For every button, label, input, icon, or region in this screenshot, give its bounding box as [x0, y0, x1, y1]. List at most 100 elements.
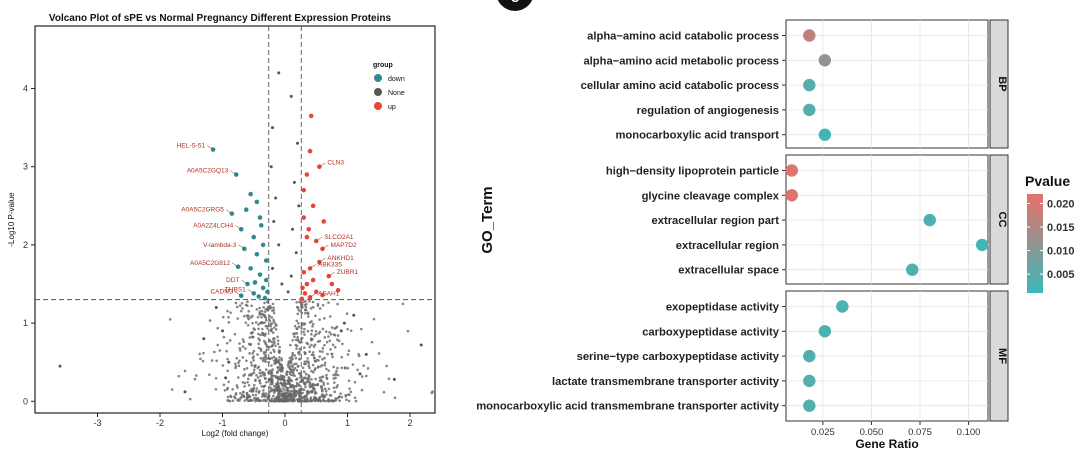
none-point [229, 311, 232, 314]
gene-label: A0A5C2GQ13 [187, 168, 229, 175]
none-point [258, 399, 261, 403]
none-point [235, 305, 239, 309]
none-point [336, 334, 340, 337]
none-point [283, 388, 286, 392]
none-point [264, 368, 268, 371]
none-point [261, 321, 265, 325]
none-point [242, 367, 246, 371]
none-point [307, 378, 311, 381]
none-point [325, 393, 328, 396]
none-point [246, 381, 249, 384]
none-point [253, 328, 256, 331]
none-point [296, 141, 299, 145]
none-point [372, 317, 376, 321]
none-point [237, 361, 240, 365]
none-point [272, 339, 276, 343]
none-point [226, 357, 229, 361]
none-point [207, 373, 211, 377]
none-point [258, 389, 261, 393]
up-point [301, 215, 307, 220]
none-point [308, 350, 312, 354]
none-point [318, 376, 322, 379]
none-point [293, 354, 297, 357]
none-point [266, 324, 269, 328]
none-point [310, 389, 314, 393]
none-point [227, 380, 230, 384]
none-point [323, 363, 327, 367]
none-point [253, 383, 256, 387]
none-point [365, 374, 368, 378]
go-term-label: alpha−amino acid catabolic process [587, 31, 779, 43]
none-point [295, 389, 298, 393]
none-point [269, 399, 273, 403]
none-point [328, 315, 332, 318]
none-point [267, 360, 271, 364]
none-point [347, 399, 351, 403]
none-point [302, 370, 306, 374]
none-point [263, 393, 266, 396]
none-point [289, 361, 292, 365]
down-point [248, 266, 253, 271]
none-point [280, 399, 284, 403]
none-point [257, 346, 261, 350]
none-point [245, 359, 248, 363]
none-point [303, 333, 306, 336]
none-point [294, 356, 298, 360]
none-point [295, 301, 298, 304]
none-point [221, 364, 225, 367]
none-point [322, 381, 325, 385]
none-point [287, 366, 291, 369]
none-point [183, 369, 187, 373]
none-point [262, 339, 266, 343]
none-point [336, 373, 340, 377]
none-point [286, 386, 290, 390]
down-point [258, 223, 264, 228]
none-point [286, 363, 290, 367]
none-point [295, 305, 299, 309]
go-term-dot [803, 399, 816, 412]
none-point [262, 389, 265, 392]
none-point [320, 389, 324, 393]
none-point [222, 335, 226, 339]
none-point [248, 352, 251, 355]
none-point [266, 305, 270, 309]
none-point [291, 365, 294, 369]
none-point [289, 389, 293, 393]
none-point [321, 303, 325, 307]
up-point [301, 187, 307, 193]
down-point [265, 289, 270, 295]
none-point [268, 371, 272, 375]
none-point [325, 340, 329, 344]
go-x-tick-label: 0.075 [908, 427, 932, 438]
none-point [249, 361, 253, 364]
none-point [303, 350, 306, 354]
legend-label-none: None [388, 90, 405, 97]
none-point [202, 351, 205, 355]
none-point [349, 390, 353, 394]
none-point [301, 306, 304, 309]
none-point [273, 384, 276, 388]
none-point [312, 356, 316, 360]
none-point [268, 386, 271, 389]
none-point [300, 311, 304, 315]
none-point [216, 326, 219, 330]
down-point [254, 251, 260, 257]
none-point [297, 339, 300, 343]
none-point [258, 313, 262, 316]
none-point [310, 383, 314, 387]
none-point [293, 324, 297, 328]
none-point [170, 388, 174, 391]
none-point [330, 326, 334, 329]
none-point [239, 391, 242, 395]
none-point [338, 399, 342, 403]
none-point [269, 323, 272, 326]
none-point [308, 385, 312, 389]
none-point [273, 326, 276, 329]
none-point [304, 372, 308, 376]
none-point [317, 359, 320, 362]
none-point [280, 358, 283, 362]
none-point [295, 344, 299, 348]
none-point [251, 399, 254, 402]
none-point [382, 390, 386, 394]
none-point [241, 345, 245, 348]
